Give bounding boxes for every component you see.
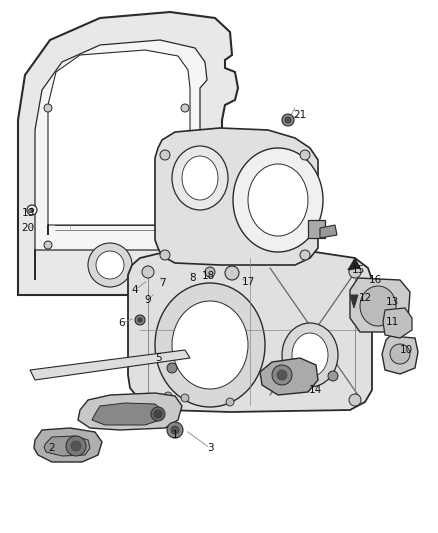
Ellipse shape [248, 164, 308, 236]
Text: 21: 21 [293, 110, 307, 120]
Ellipse shape [142, 266, 154, 278]
Text: 8: 8 [190, 273, 196, 283]
Ellipse shape [44, 241, 52, 249]
Polygon shape [308, 220, 325, 238]
Ellipse shape [272, 365, 292, 385]
Ellipse shape [164, 392, 172, 400]
Text: 16: 16 [368, 275, 381, 285]
Text: 2: 2 [49, 443, 55, 453]
Ellipse shape [160, 250, 170, 260]
Ellipse shape [27, 205, 37, 215]
Ellipse shape [182, 156, 218, 200]
Ellipse shape [172, 301, 248, 389]
Ellipse shape [96, 251, 124, 279]
Ellipse shape [71, 441, 81, 451]
Ellipse shape [292, 333, 328, 377]
Polygon shape [48, 50, 190, 235]
Text: 1: 1 [172, 430, 178, 440]
Ellipse shape [138, 318, 142, 322]
Ellipse shape [233, 148, 323, 252]
Ellipse shape [181, 394, 189, 402]
Ellipse shape [171, 426, 179, 434]
Polygon shape [382, 336, 418, 374]
Ellipse shape [349, 394, 361, 406]
Ellipse shape [66, 436, 86, 456]
Text: 18: 18 [201, 271, 215, 281]
Text: 3: 3 [207, 443, 213, 453]
Text: 15: 15 [351, 265, 364, 275]
Polygon shape [35, 40, 208, 280]
Polygon shape [44, 436, 90, 456]
Text: 7: 7 [159, 278, 165, 288]
Ellipse shape [172, 146, 228, 210]
Ellipse shape [142, 394, 154, 406]
Polygon shape [348, 258, 360, 270]
Ellipse shape [151, 407, 165, 421]
Polygon shape [350, 295, 358, 308]
Ellipse shape [300, 250, 310, 260]
Polygon shape [78, 393, 182, 430]
Ellipse shape [205, 267, 215, 277]
Text: 20: 20 [21, 223, 35, 233]
Ellipse shape [225, 266, 239, 280]
Ellipse shape [154, 410, 162, 418]
Polygon shape [350, 278, 410, 332]
Text: 14: 14 [308, 385, 321, 395]
Ellipse shape [390, 344, 410, 364]
Polygon shape [155, 128, 318, 265]
Text: 10: 10 [399, 345, 413, 355]
Ellipse shape [277, 370, 287, 380]
Polygon shape [30, 350, 190, 380]
Text: 19: 19 [21, 208, 35, 218]
Text: 12: 12 [358, 293, 371, 303]
Polygon shape [128, 250, 372, 412]
Polygon shape [34, 428, 102, 462]
Ellipse shape [226, 398, 234, 406]
Ellipse shape [167, 363, 177, 373]
Ellipse shape [44, 104, 52, 112]
Ellipse shape [155, 283, 265, 407]
Ellipse shape [328, 371, 338, 381]
Polygon shape [260, 358, 318, 395]
Ellipse shape [282, 323, 338, 387]
Ellipse shape [181, 104, 189, 112]
Ellipse shape [300, 150, 310, 160]
Ellipse shape [349, 266, 361, 278]
Ellipse shape [282, 114, 294, 126]
Ellipse shape [360, 286, 396, 326]
Polygon shape [383, 308, 412, 338]
Text: 17: 17 [241, 277, 254, 287]
Ellipse shape [160, 150, 170, 160]
Polygon shape [18, 12, 238, 295]
Text: 6: 6 [119, 318, 125, 328]
Text: 9: 9 [145, 295, 151, 305]
Text: 13: 13 [385, 297, 399, 307]
Text: 5: 5 [155, 353, 161, 363]
Ellipse shape [30, 208, 34, 212]
Ellipse shape [167, 422, 183, 438]
Polygon shape [92, 403, 162, 425]
Ellipse shape [181, 241, 189, 249]
Text: 4: 4 [132, 285, 138, 295]
Text: 11: 11 [385, 317, 399, 327]
Polygon shape [320, 225, 337, 238]
Ellipse shape [135, 315, 145, 325]
Ellipse shape [285, 117, 291, 123]
Ellipse shape [88, 243, 132, 287]
